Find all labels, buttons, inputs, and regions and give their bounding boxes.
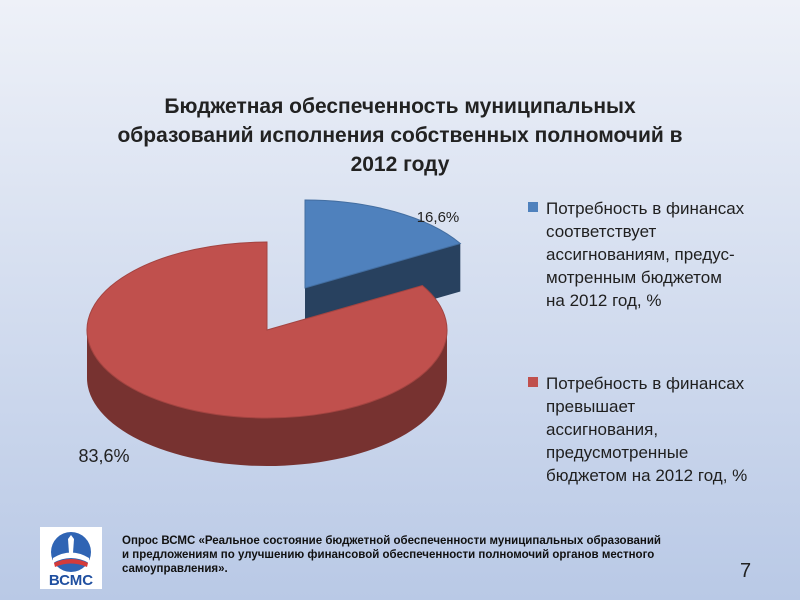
logo-text: ВСМС [49,572,93,589]
vsms-logo: ВСМС [40,527,102,589]
pie-data-label-2: 83,6% [78,446,129,466]
page-number: 7 [740,560,752,582]
pie-data-labels: 16,6% 83,6% [78,209,459,466]
legend-item-exceeds: Потребность в финансах превышает ассигно… [528,372,773,487]
legend-text-line: на 2012 год, % [546,291,662,310]
source-line-2: и предложениям по улучшению финансовой о… [122,549,655,561]
legend-item-matches: Потребность в финансах соответствует асс… [528,197,773,312]
legend-text-line: бюджетом на 2012 год, % [546,466,748,485]
source-note: Опрос ВСМС «Реальное состояние бюджетной… [122,534,772,576]
title-line-1: Бюджетная обеспеченность муниципальных [164,95,636,118]
pie-data-label-1: 16,6% [417,209,460,226]
pie-slice-wall-2 [87,330,447,466]
legend-text-line: Потребность в финансах [546,199,745,218]
source-line-1: Опрос ВСМС «Реальное состояние бюджетной… [122,535,661,547]
source-line-3: самоуправления». [122,563,228,575]
legend-swatch-red [528,377,538,387]
pie-slice-2 [86,241,448,419]
legend-swatch-blue [528,202,538,212]
legend-text-line: мотренным бюджетом [546,268,722,287]
legend-text-line: превышает [546,397,636,416]
legend-text-line: Потребность в финансах [546,374,745,393]
title-line-2: образований исполнения собственных полно… [117,124,683,147]
pie-top-faces [86,199,462,419]
pie-slice-1 [304,199,462,289]
chart-title: Бюджетная обеспеченность муниципальных о… [110,92,690,179]
chart-legend: Потребность в финансах соответствует асс… [528,197,773,312]
legend-text-line: предусмотренные [546,443,689,462]
legend-text-line: ассигнованиям, предус- [546,245,735,264]
title-line-3: 2012 году [350,153,450,176]
legend-text-line: соответствует [546,222,657,241]
legend-text-line: ассигнования, [546,420,659,439]
chart-legend-2: Потребность в финансах превышает ассигно… [528,372,773,487]
